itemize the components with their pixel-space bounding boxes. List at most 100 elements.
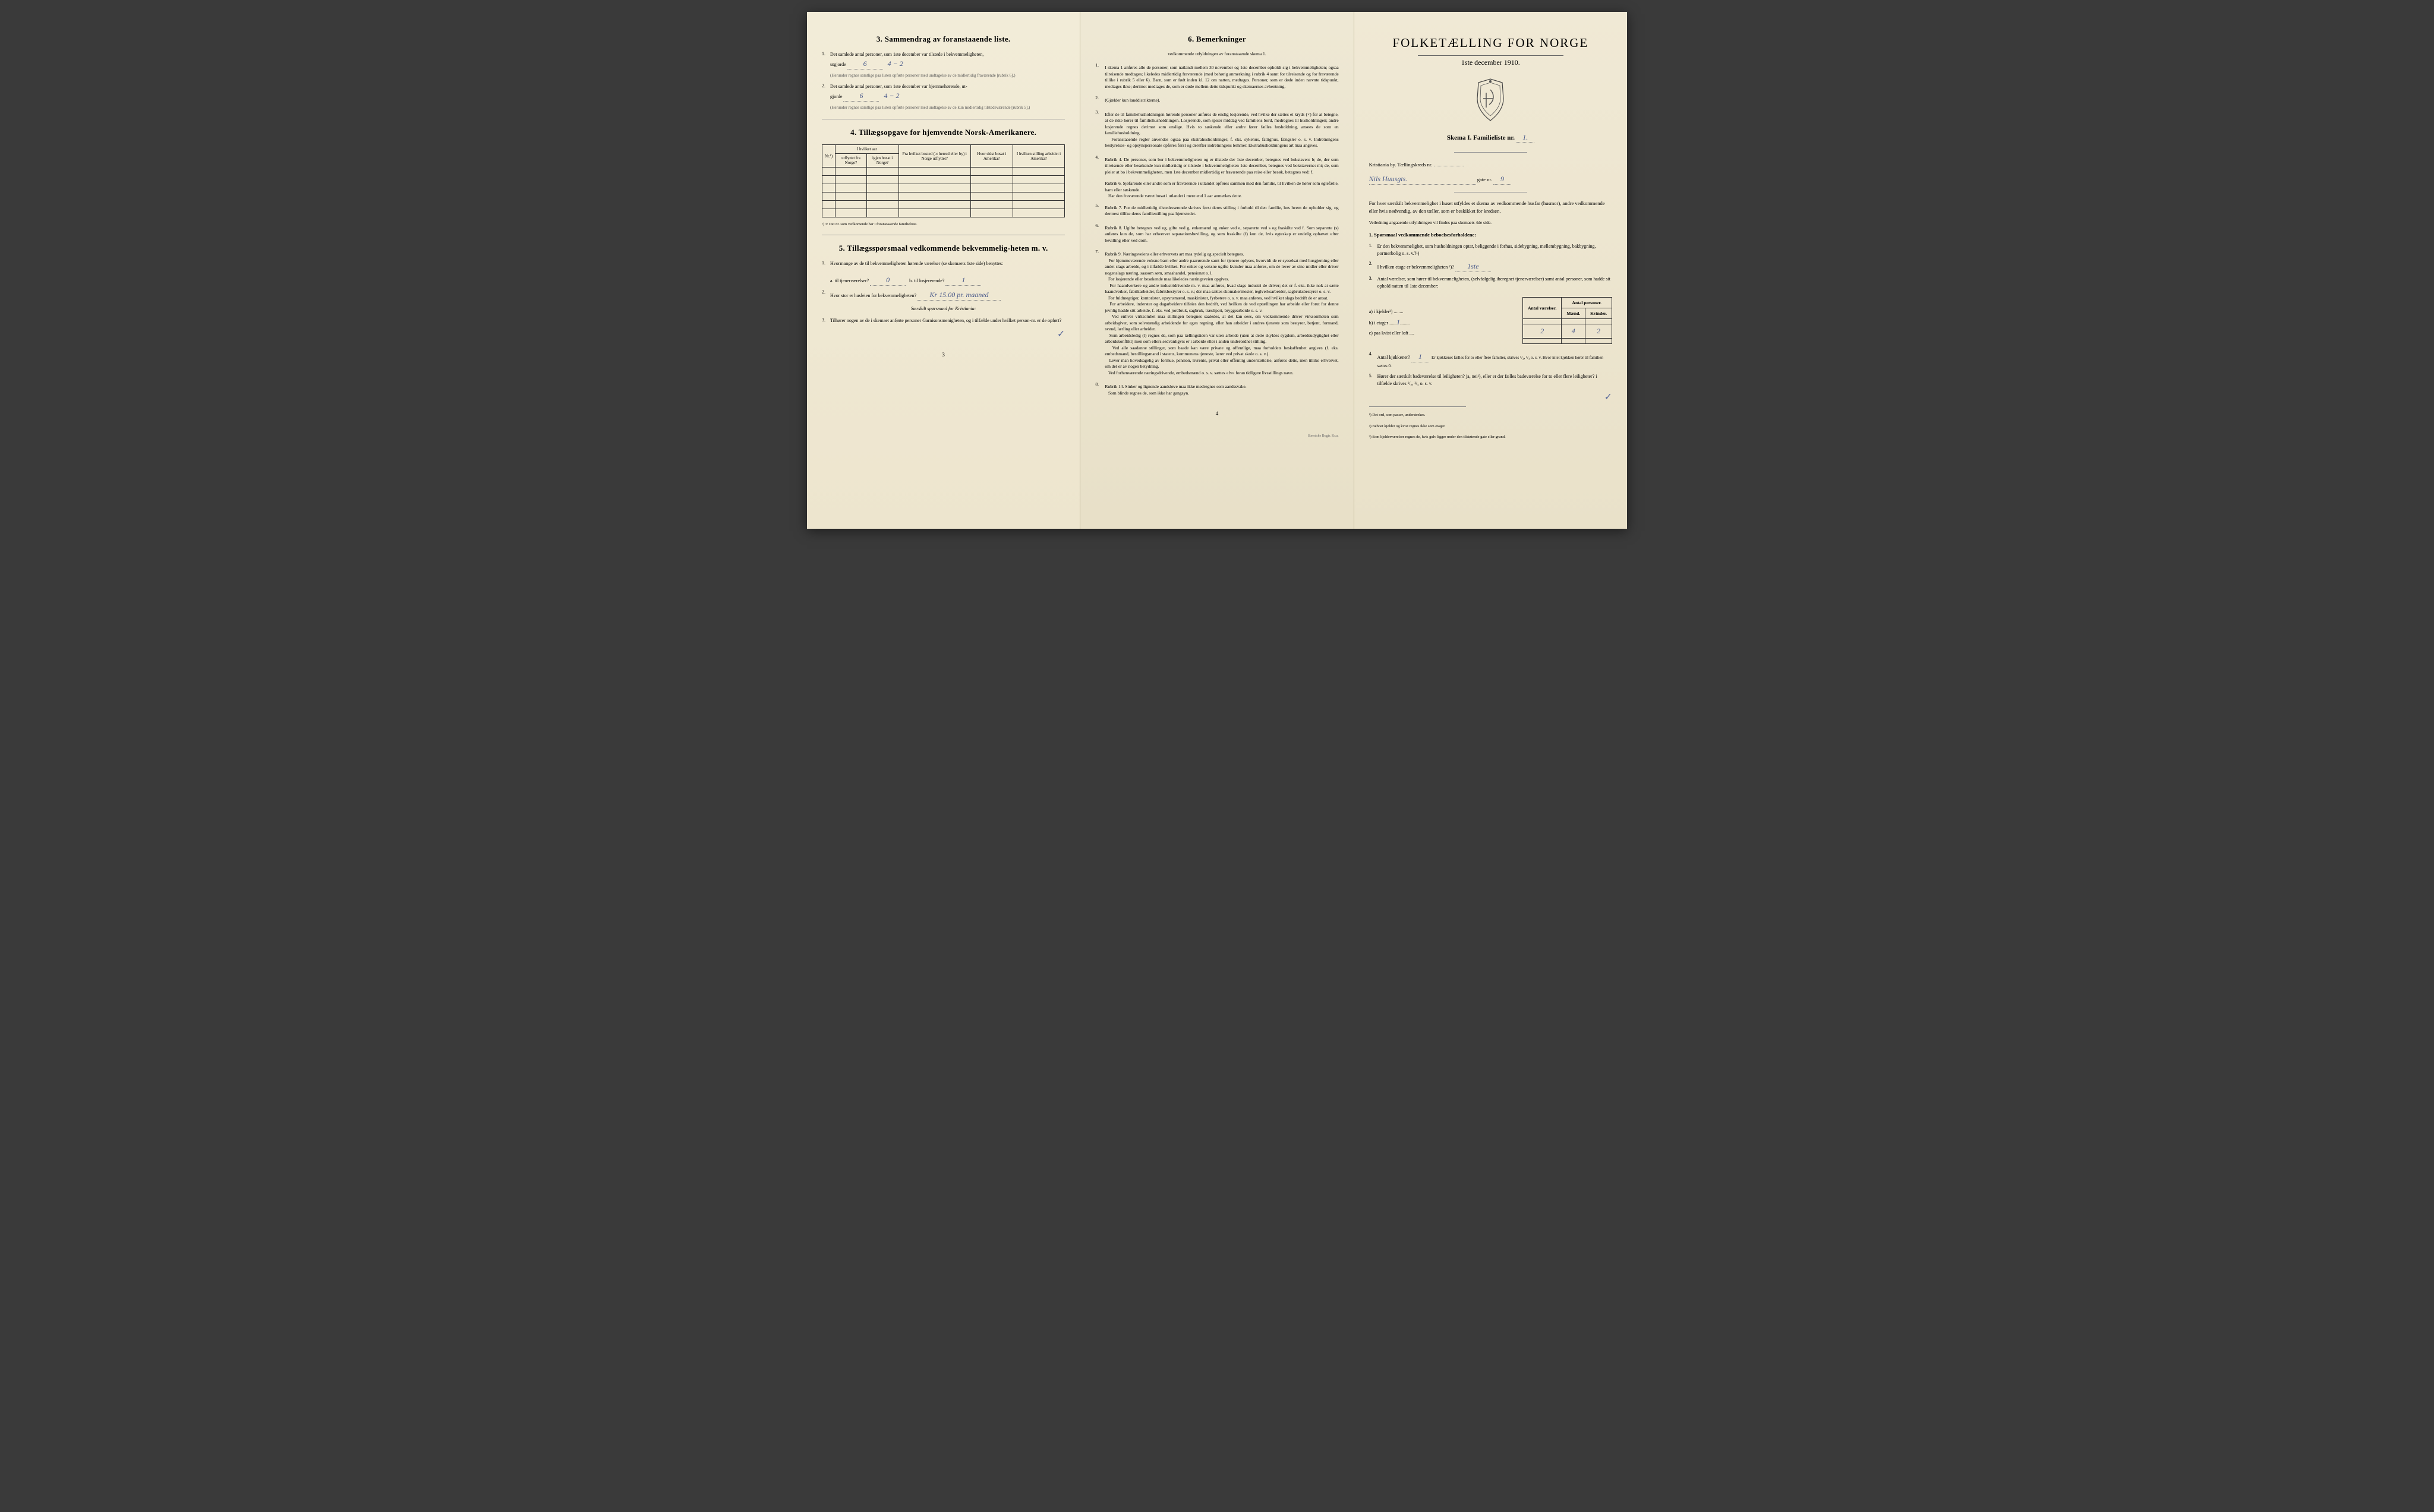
remark-num: 4. <box>1095 154 1105 178</box>
remark-num: 2. <box>1095 95 1105 106</box>
section-6-title: 6. Bemerkninger <box>1095 34 1338 44</box>
remark: Efter de til familiehusholdningen hørend… <box>1105 112 1338 149</box>
footnote: ¹) Det ord, som passer, understrekes. <box>1369 413 1612 418</box>
questions-title: 1. Spørsmaal vedkommende beboelsesforhol… <box>1369 231 1612 239</box>
item-num: 3. <box>1369 276 1377 290</box>
sec5-item1: Hvormange av de til bekvemmeligheten hør… <box>830 260 1065 286</box>
th: Antal værelser. <box>1523 298 1562 319</box>
sec3-item1: Det samlede antal personer, som 1ste dec… <box>830 51 1065 70</box>
q4: Antal kjøkkener? 1 Er kjøkkenet fælles f… <box>1377 351 1612 370</box>
special-label: Særskilt spørsmaal for Kristiania: <box>822 305 1065 312</box>
item-num: 5. <box>1369 373 1377 387</box>
remark: Rubrik 9. Næringsveiens eller erhvervets… <box>1105 251 1338 376</box>
th-bosted: Fra hvilket bosted (ɔ: herred eller by) … <box>898 145 970 168</box>
remark: Rubrik 4. De personer, som bor i bekvemm… <box>1105 157 1338 176</box>
main-title: FOLKETÆLLING FOR NORGE <box>1369 36 1612 50</box>
th-sidst: Hvor sidst bosat i Amerika? <box>970 145 1013 168</box>
th: Mænd. <box>1562 308 1585 319</box>
table-row <box>822 184 1065 192</box>
hw-value: Nils Huusgts. <box>1369 173 1476 185</box>
remark: (Gjælder kun landdistrikterne). <box>1105 97 1160 104</box>
table-row <box>822 201 1065 209</box>
hw-value: 1 <box>1411 351 1429 362</box>
hw-value: 6 <box>843 90 879 102</box>
caption: (Herunder regnes samtlige paa listen opf… <box>830 73 1065 78</box>
footnote: ¹) ɔ: Det nr. som vedkomende har i foran… <box>822 222 1065 226</box>
sec3-item2: Det samlede antal personer, som 1ste dec… <box>830 83 1065 102</box>
table-row <box>822 209 1065 217</box>
hw-value: 1. <box>1516 133 1534 143</box>
remark: Rubrik 7. For de midlertidig tilstedevær… <box>1105 205 1338 217</box>
th-stilling: I hvilken stilling arbeidet i Amerika? <box>1013 145 1065 168</box>
item-num: 4. <box>1369 351 1377 370</box>
printer-imprint: Steen'ske Bogtr. Kr.a. <box>1095 434 1338 438</box>
divider <box>1369 406 1467 407</box>
divider <box>1418 55 1564 56</box>
caption: (Herunder regnes samtlige paa listen opf… <box>830 105 1065 111</box>
remark-num: 6. <box>1095 223 1105 247</box>
th: Kvinder. <box>1585 308 1612 319</box>
remark-num: 5. <box>1095 203 1105 220</box>
table-row <box>1523 339 1612 344</box>
page-number: 3 <box>822 352 1065 358</box>
table-row <box>1523 319 1612 324</box>
th-igjen: igjen bosat i Norge? <box>866 154 898 168</box>
th: Antal personer. <box>1562 298 1612 308</box>
section-6-sub: vedkommende utfyldningen av foranstaaend… <box>1095 51 1338 56</box>
section-5-title: 5. Tillægsspørsmaal vedkommende bekvemme… <box>822 244 1065 253</box>
page-1-front: FOLKETÆLLING FOR NORGE 1ste december 191… <box>1354 12 1627 529</box>
gate-line: Nils Huusgts. gate nr. 9 <box>1369 173 1612 185</box>
table-row <box>822 176 1065 184</box>
intro: For hver særskilt bekvemmelighet i huset… <box>1369 200 1612 215</box>
checkmark-icon: ✓ <box>1604 392 1612 402</box>
item-num: 1. <box>822 51 830 70</box>
q1: Er den bekvemmelighet, som husholdningen… <box>1377 243 1612 257</box>
rooms-persons-table: Antal værelser. Antal personer. Mænd. Kv… <box>1522 297 1612 344</box>
footnote: ³) Som kjelderværelser regnes de, hvis g… <box>1369 435 1612 440</box>
emigrant-table: Nr.¹) I hvilket aar Fra hvilket bosted (… <box>822 144 1065 217</box>
item-num: 1. <box>822 260 830 286</box>
q2: I hvilken etage er bekvemmeligheten ²)? … <box>1377 261 1612 272</box>
intro2: Veiledning angaaende utfyldningen vil fi… <box>1369 219 1612 226</box>
remark-num: 1. <box>1095 62 1105 92</box>
item-num: 2. <box>1369 261 1377 272</box>
q3: Antal værelser, som hører til bekvemmeli… <box>1377 276 1612 290</box>
census-document: 3. Sammendrag av foranstaaende liste. 1.… <box>807 12 1627 529</box>
sec5-item2: Hvor stor er husleien for bekvemmelighet… <box>830 289 1065 301</box>
table-row: 2 4 2 <box>1523 324 1612 339</box>
remark: Rubrik 6. Sjøfarende eller andre som er … <box>1105 181 1338 200</box>
q5: Hører der særskilt badeværelse til leili… <box>1377 373 1612 387</box>
page-4: 6. Bemerkninger vedkommende utfyldningen… <box>1080 12 1354 529</box>
th-nr: Nr.¹) <box>822 145 835 168</box>
item-num: 3. <box>822 317 830 324</box>
section-4-title: 4. Tillægsopgave for hjemvendte Norsk-Am… <box>822 128 1065 137</box>
hw-value: Kr 15.00 pr. maaned <box>918 289 1001 301</box>
remark: I skema 1 anføres alle de personer, som … <box>1105 65 1338 90</box>
hw-value: 1 <box>945 274 981 286</box>
checkmark-icon: ✓ <box>1057 329 1065 339</box>
item-num: 1. <box>1369 243 1377 257</box>
page-number: 4 <box>1095 411 1338 416</box>
kreds-line: Kristiania by. Tællingskreds nr. <box>1369 161 1612 169</box>
row-labels: a) i kjelder³) ........ b) i etager ....… <box>1369 293 1516 339</box>
page-3: 3. Sammendrag av foranstaaende liste. 1.… <box>807 12 1080 529</box>
remark: Rubrik 8. Ugifte betegnes ved ug, gifte … <box>1105 225 1338 244</box>
hw-value: 4 <box>1562 324 1585 339</box>
item-num: 2. <box>822 289 830 301</box>
hw-value: 9 <box>1493 173 1511 185</box>
th-ut: utflyttet fra Norge? <box>835 154 867 168</box>
skema-line: Skema I. Familieliste nr. 1. <box>1369 133 1612 143</box>
subtitle: 1ste december 1910. <box>1369 58 1612 67</box>
remark: Rubrik 14. Sinker og lignende aandsløve … <box>1105 384 1246 396</box>
section-3-title: 3. Sammendrag av foranstaaende liste. <box>822 34 1065 44</box>
hw-value: 2 <box>1585 324 1612 339</box>
table-row <box>822 168 1065 176</box>
sec5-item3: Tilhører nogen av de i skemaet anførte p… <box>830 317 1065 324</box>
remark-num: 7. <box>1095 249 1105 378</box>
hw-value: 2 <box>1523 324 1562 339</box>
coat-of-arms-icon <box>1473 78 1508 122</box>
item-num: 2. <box>822 83 830 102</box>
th-aar: I hvilket aar <box>835 145 898 154</box>
footnote: ²) Beboet kjelder og kvist regnes ikke s… <box>1369 424 1612 429</box>
divider <box>1454 152 1527 153</box>
